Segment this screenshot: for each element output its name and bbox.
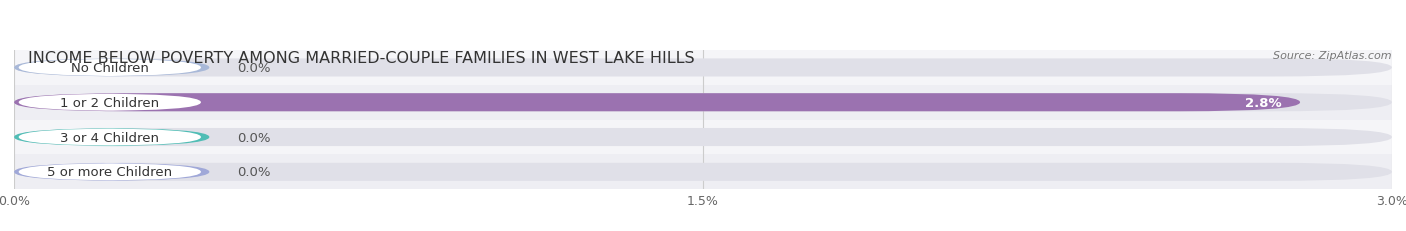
FancyBboxPatch shape: [14, 94, 1301, 112]
Text: Source: ZipAtlas.com: Source: ZipAtlas.com: [1274, 51, 1392, 61]
FancyBboxPatch shape: [18, 129, 201, 146]
FancyBboxPatch shape: [14, 128, 209, 146]
FancyBboxPatch shape: [14, 155, 1392, 189]
Text: No Children: No Children: [70, 62, 149, 75]
Text: 0.0%: 0.0%: [238, 131, 270, 144]
FancyBboxPatch shape: [14, 128, 1392, 146]
Text: 0.0%: 0.0%: [238, 166, 270, 179]
FancyBboxPatch shape: [14, 94, 1392, 112]
FancyBboxPatch shape: [18, 59, 201, 77]
Text: 3 or 4 Children: 3 or 4 Children: [60, 131, 159, 144]
Text: 2.8%: 2.8%: [1246, 96, 1282, 109]
FancyBboxPatch shape: [14, 59, 1392, 77]
Text: 5 or more Children: 5 or more Children: [48, 166, 173, 179]
FancyBboxPatch shape: [18, 94, 201, 112]
FancyBboxPatch shape: [14, 59, 209, 77]
FancyBboxPatch shape: [14, 163, 209, 181]
FancyBboxPatch shape: [14, 163, 1392, 181]
FancyBboxPatch shape: [14, 120, 1392, 155]
Text: 1 or 2 Children: 1 or 2 Children: [60, 96, 159, 109]
FancyBboxPatch shape: [18, 164, 201, 181]
FancyBboxPatch shape: [14, 85, 1392, 120]
FancyBboxPatch shape: [14, 51, 1392, 85]
Text: 0.0%: 0.0%: [238, 62, 270, 75]
Text: INCOME BELOW POVERTY AMONG MARRIED-COUPLE FAMILIES IN WEST LAKE HILLS: INCOME BELOW POVERTY AMONG MARRIED-COUPL…: [28, 51, 695, 66]
